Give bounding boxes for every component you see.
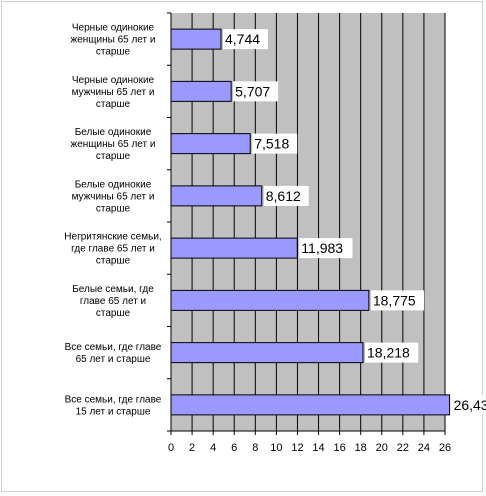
x-tick-label: 8 (252, 442, 258, 454)
category-label: Черные одинокие мужчины 65 лет и старше (72, 75, 155, 110)
data-label: 18,218 (367, 345, 410, 361)
x-tick-label: 18 (355, 442, 367, 454)
data-label-bg (263, 185, 309, 206)
category-label: Белые одинокие женщины 65 лет и старше (71, 127, 156, 162)
data-label: 26,433 (454, 397, 486, 413)
data-label-bg (299, 238, 353, 259)
category-label: Белые одинокие мужчины 65 лет и старше (72, 179, 155, 214)
x-tick-label: 20 (376, 442, 388, 454)
x-tick-label: 14 (312, 442, 324, 454)
x-tick-label: 6 (231, 442, 237, 454)
x-tick-label: 26 (439, 442, 451, 454)
x-tick-label: 12 (291, 442, 303, 454)
category-label: Черные одинокие женщины 65 лет и старше (71, 23, 156, 58)
bar (170, 394, 451, 416)
category-label: Все семьи, где главе 15 лет и старше (65, 394, 162, 417)
x-tick-label: 10 (270, 442, 282, 454)
data-label: 8,612 (266, 188, 301, 204)
data-label: 11,983 (301, 240, 343, 256)
data-label: 18,775 (373, 292, 416, 308)
data-label: 7,518 (254, 136, 289, 152)
bar (170, 133, 251, 155)
bar (170, 342, 364, 364)
data-label: 4,744 (225, 31, 260, 47)
data-label-bg (370, 290, 425, 311)
category-label: Белые семьи, где главе 65 лет и старше (72, 284, 154, 319)
plot-area (171, 13, 445, 431)
x-tick-label: 16 (333, 442, 345, 454)
bar (170, 237, 298, 259)
data-label: 5,707 (235, 83, 270, 99)
data-label-bg (233, 81, 279, 102)
data-label-bg (451, 394, 486, 415)
x-tick-label: 22 (397, 442, 409, 454)
x-tick-label: 4 (210, 442, 216, 454)
x-tick-label: 2 (189, 442, 195, 454)
data-label-bg (364, 342, 419, 363)
bar (170, 289, 370, 311)
bar (170, 80, 232, 102)
x-tick-label: 24 (418, 442, 430, 454)
category-label: Все семьи, где главе 65 лет и старше (65, 342, 162, 365)
bar (170, 28, 222, 50)
bar (170, 185, 263, 207)
data-label-bg (252, 133, 298, 154)
data-label-bg (222, 29, 268, 50)
category-label: Негритянские семьи, где главе 65 лет и ста… (64, 232, 161, 267)
x-tick-label: 0 (168, 442, 174, 454)
